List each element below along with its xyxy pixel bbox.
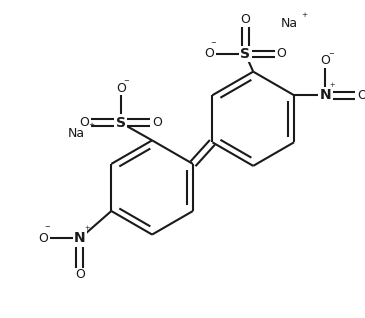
Text: $^+$: $^+$	[328, 82, 337, 92]
Text: $^+$: $^+$	[87, 123, 96, 133]
Text: Na: Na	[281, 17, 298, 30]
Text: O: O	[204, 47, 214, 60]
Text: O: O	[277, 47, 287, 60]
Text: Na: Na	[68, 127, 85, 140]
Text: O: O	[75, 268, 85, 281]
Text: O: O	[39, 232, 49, 245]
Text: S: S	[116, 116, 126, 130]
Text: S: S	[241, 47, 250, 61]
Text: N: N	[74, 232, 86, 245]
Text: $^+$: $^+$	[300, 13, 309, 23]
Text: O: O	[116, 82, 126, 95]
Text: $^-$: $^-$	[43, 225, 52, 235]
Text: O: O	[241, 13, 250, 26]
Text: O: O	[320, 54, 330, 67]
Text: N: N	[320, 88, 331, 102]
Text: $^+$: $^+$	[82, 226, 91, 236]
Text: $^-$: $^-$	[327, 51, 335, 61]
Text: $^-$: $^-$	[122, 79, 131, 88]
Text: $^-$: $^-$	[209, 40, 217, 50]
Text: O: O	[80, 116, 89, 129]
Text: O: O	[357, 89, 365, 102]
Text: O: O	[152, 116, 162, 129]
